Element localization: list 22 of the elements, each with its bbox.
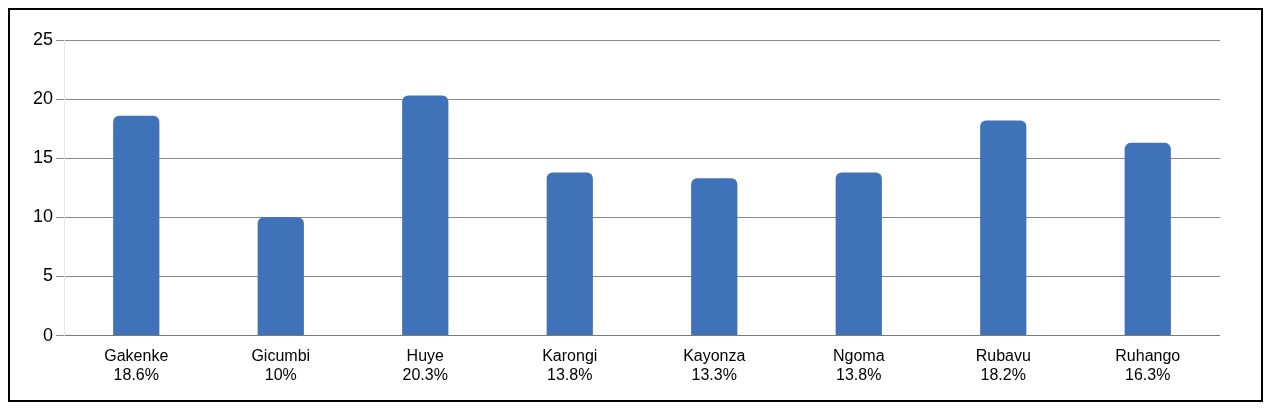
x-tick-label: Rubavu 18.2% bbox=[975, 346, 1031, 383]
x-tick-label: Ngoma 13.8% bbox=[832, 346, 885, 383]
y-tick-label: 5 bbox=[43, 265, 54, 286]
x-tick-label: Ruhango 16.3% bbox=[1115, 346, 1181, 383]
x-tick-label: Gicumbi 10% bbox=[251, 346, 311, 383]
y-tick-label: 25 bbox=[32, 28, 54, 49]
bar bbox=[835, 172, 882, 336]
y-tick-label: 0 bbox=[43, 324, 54, 345]
x-tick-label: Huye 20.3% bbox=[402, 346, 448, 383]
bar bbox=[980, 120, 1027, 336]
bar bbox=[546, 172, 593, 336]
bar bbox=[691, 178, 738, 336]
x-tick-label: Gakenke 18.6% bbox=[104, 346, 169, 383]
x-tick-label: Kayonza 13.3% bbox=[683, 346, 746, 383]
y-tick-label: 15 bbox=[32, 147, 54, 168]
y-tick-label: 20 bbox=[32, 88, 54, 109]
bar bbox=[113, 115, 160, 336]
x-tick-label: Karongi 13.8% bbox=[542, 346, 598, 383]
bar bbox=[402, 95, 449, 336]
y-tick-label: 10 bbox=[32, 206, 54, 227]
bar bbox=[257, 217, 304, 336]
bar bbox=[1124, 142, 1171, 336]
